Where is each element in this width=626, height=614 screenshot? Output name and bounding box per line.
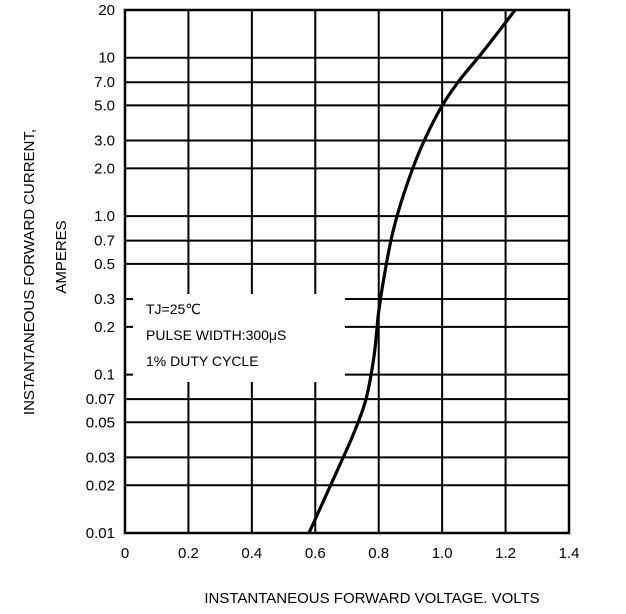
y-axis-title-line-1: INSTANTANEOUS FORWARD CURRENT, [21,129,38,415]
y-tick-label-12: 0.07 [86,391,115,408]
y-tick-label-15: 0.02 [86,477,115,494]
y-tick-label-1: 10 [98,50,115,67]
y-tick-label-2: 7.0 [94,74,115,91]
y-tick-label-4: 3.0 [94,133,115,150]
note-duty-cycle: 1% DUTY CYCLE [146,353,259,369]
series [307,9,517,534]
y-tick-labels: 20 10 7.0 5.0 3.0 2.0 1.0 0.7 0.5 0.3 0.2 0.1 0.07 0.… [86,2,115,542]
x-tick-label-3: 0.6 [305,545,326,562]
y-tick-label-14: 0.03 [86,449,115,466]
y-tick-label-8: 0.5 [94,256,115,273]
y-tick-label-13: 0.05 [86,414,115,431]
x-tick-label-6: 1.2 [495,545,516,562]
y-tick-label-11: 0.1 [94,367,115,384]
conditions-note-background [133,294,345,382]
y-tick-label-9: 0.3 [94,291,115,308]
note-junction-temperature: TJ=25℃ [146,301,201,317]
x-tick-label-5: 1.0 [432,545,453,562]
plot-frame [123,8,571,535]
series-line-0 [307,9,517,534]
note-pulse-width: PULSE WIDTH:300μS [146,327,286,343]
x-axis-title: INSTANTANEOUS FORWARD VOLTAGE. VOLTS [204,590,539,607]
y-tick-label-5: 2.0 [94,160,115,177]
x-tick-label-0: 0 [121,545,129,562]
x-tick-label-1: 0.2 [178,545,199,562]
y-tick-label-3: 5.0 [94,97,115,114]
x-tick-labels: 0 0.2 0.4 0.6 0.8 1.0 1.2 1.4 [121,545,580,562]
x-tick-label-2: 0.4 [241,545,262,562]
x-tick-label-7: 1.4 [559,545,580,562]
y-tick-label-16: 0.01 [86,525,115,542]
x-tick-label-4: 0.8 [368,545,389,562]
y-tick-label-0: 20 [98,2,115,19]
y-axis-title-line-2: AMPERES [53,220,70,293]
plot-border [123,8,571,535]
y-tick-label-6: 1.0 [94,208,115,225]
y-tick-label-10: 0.2 [94,319,115,336]
y-tick-label-7: 0.7 [94,233,115,250]
conditions-note: TJ=25℃ PULSE WIDTH:300μS 1% DUTY CYCLE [133,294,345,382]
